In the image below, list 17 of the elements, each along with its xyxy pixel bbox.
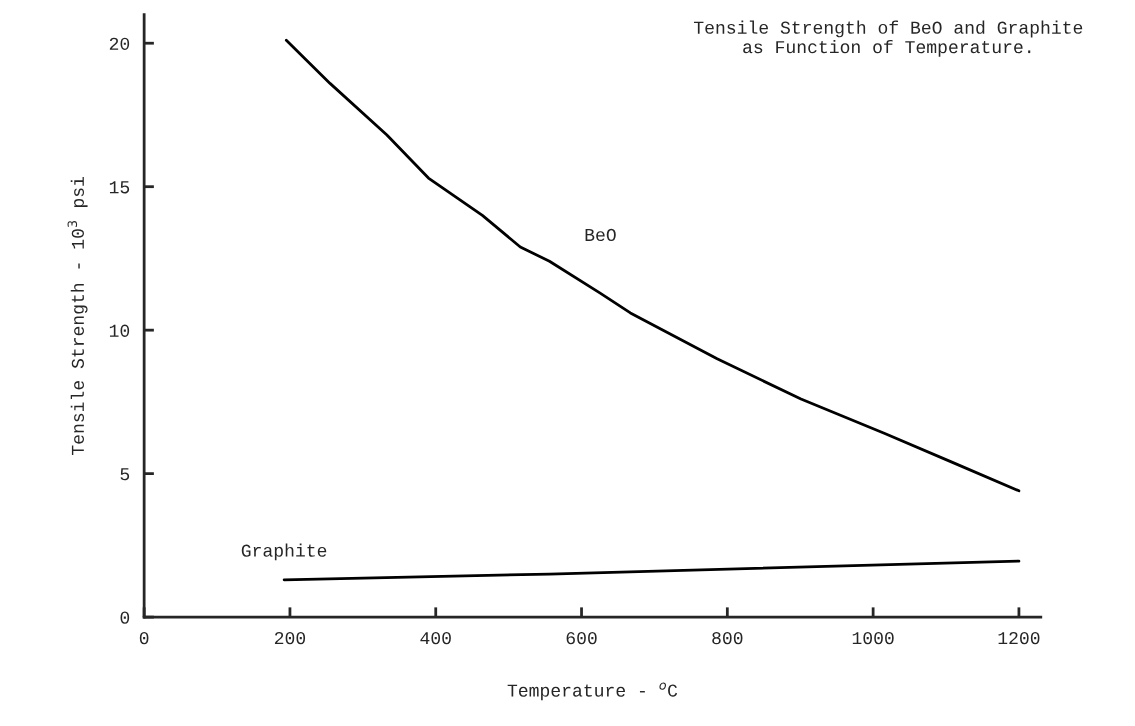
x-axis-title: Temperature - $^{o}$C [507, 682, 678, 701]
text: Tensile Strength of BeO and Graphite as Function of Temperature. [693, 20, 1083, 57]
y-tick-label: 15 [109, 181, 130, 194]
x-tick-label: 600 [566, 632, 597, 645]
x-tick-label: 400 [420, 632, 451, 645]
y-tick-label: 20 [109, 37, 130, 50]
series-label: Graphite [241, 543, 327, 561]
y-tick-label: 5 [120, 468, 130, 481]
x-tick-label: 200 [274, 632, 306, 645]
x-tick-label: 0 [139, 632, 149, 645]
y-tick-label: 10 [109, 324, 130, 337]
text: BeO [585, 228, 616, 242]
x-tick-label: 1000 [852, 632, 894, 645]
x-tick-label: 1200 [998, 632, 1040, 645]
x-tick-label: 800 [712, 632, 743, 645]
y-axis-title: Tensile Strength - 10$^{3}$ psi [67, 176, 88, 455]
y-tick-label: 0 [120, 611, 130, 624]
